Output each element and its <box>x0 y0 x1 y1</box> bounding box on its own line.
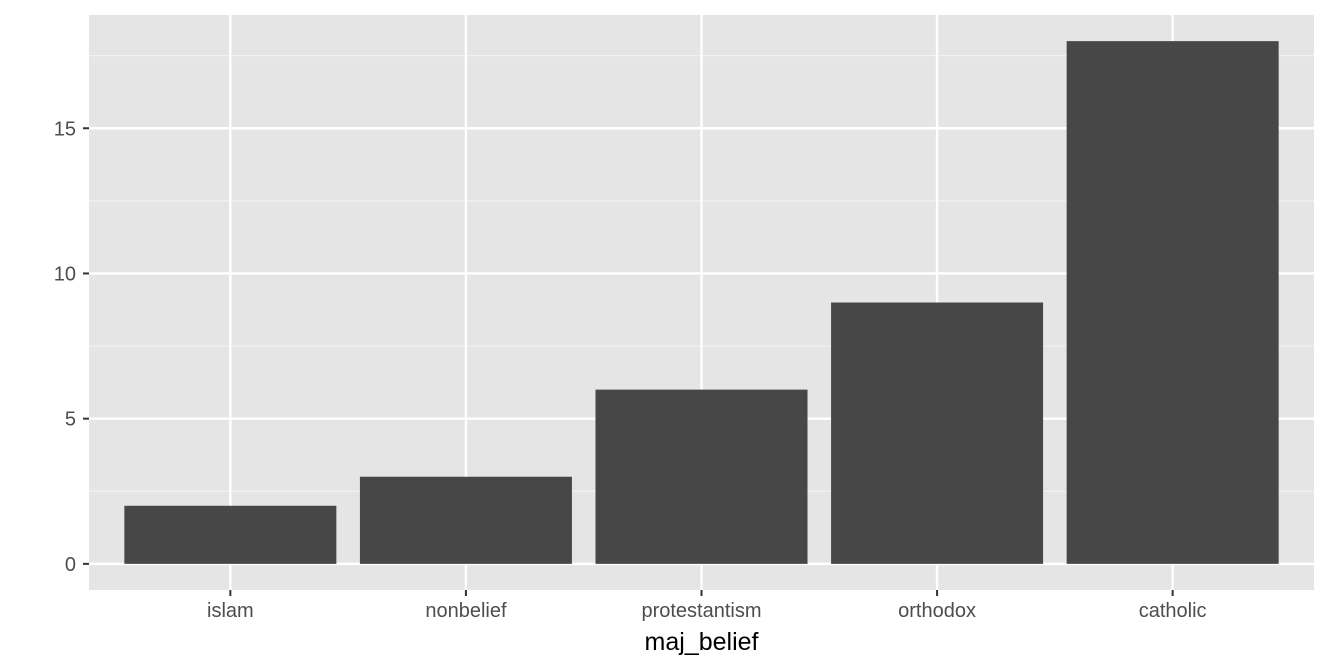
bars <box>124 41 1279 564</box>
x-tick-label-islam: islam <box>207 600 254 622</box>
y-tick-label-1: 5 <box>65 409 76 431</box>
bar-nonbelief <box>359 476 572 564</box>
bar-protestantism <box>595 389 808 564</box>
bar-islam <box>124 505 337 564</box>
y-tick-label-2: 10 <box>54 263 76 285</box>
bar-catholic <box>1066 41 1279 564</box>
y-axis: 0 5 10 15 <box>54 118 89 576</box>
x-axis: islam nonbelief protestantism orthodox catho… <box>207 590 1207 622</box>
x-tick-label-nonbelief: nonbelief <box>425 600 507 622</box>
y-tick-label-0: 0 <box>65 554 76 576</box>
x-tick-label-protestantism: protestantism <box>641 600 761 622</box>
bar-orthodox <box>831 302 1044 564</box>
x-tick-label-orthodox: orthodox <box>898 600 976 622</box>
y-tick-label-3: 15 <box>54 118 76 140</box>
x-axis-title: maj_belief <box>645 628 759 656</box>
x-tick-label-catholic: catholic <box>1139 600 1207 622</box>
